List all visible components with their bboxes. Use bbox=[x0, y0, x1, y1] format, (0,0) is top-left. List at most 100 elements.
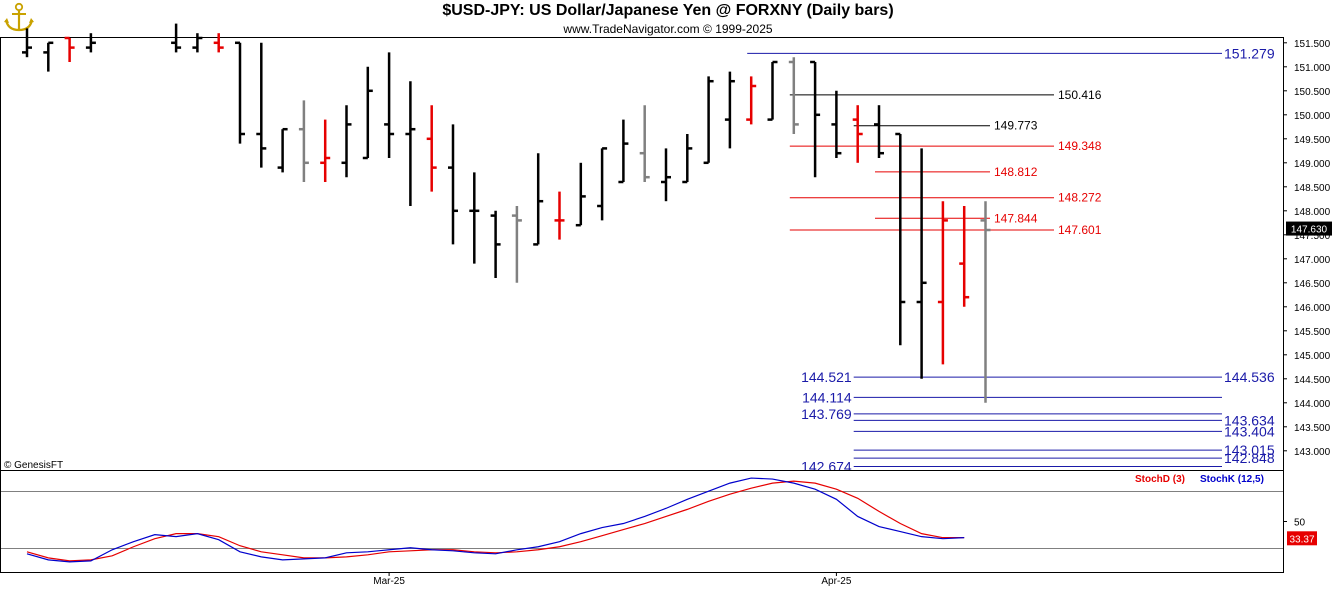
level-label: 142.848 bbox=[1224, 450, 1275, 466]
ohlc-bar bbox=[661, 148, 671, 202]
level-label: 144.536 bbox=[1224, 369, 1275, 385]
anchor-logo-icon bbox=[4, 2, 34, 32]
price-tick-label: 143.000 bbox=[1294, 447, 1331, 458]
level-label-left: 144.114 bbox=[802, 389, 852, 405]
chart-subtitle: www.TradeNavigator.com © 1999-2025 bbox=[563, 22, 773, 36]
ohlc-bar bbox=[341, 105, 352, 178]
stoch-tick-label: 50 bbox=[1294, 518, 1306, 529]
stoch-lines bbox=[26, 477, 965, 563]
ohlc-bar bbox=[85, 33, 96, 53]
price-tick-label: 146.000 bbox=[1294, 303, 1331, 314]
stochk-line bbox=[26, 477, 965, 563]
ohlc-bar bbox=[831, 90, 842, 158]
stoch-panel-frame bbox=[0, 470, 1284, 573]
stoch-y-axis: 50 bbox=[1283, 518, 1306, 529]
stoch-last-marker: 33.37 bbox=[1287, 531, 1317, 546]
ohlc-bar bbox=[746, 76, 757, 125]
ohlc-bar bbox=[426, 105, 437, 192]
price-tick-label: 151.000 bbox=[1294, 63, 1331, 74]
price-panel-frame bbox=[0, 37, 1284, 471]
ohlc-bar bbox=[511, 206, 522, 283]
date-tick-label: Apr-25 bbox=[821, 576, 851, 587]
ohlc-bar bbox=[362, 66, 373, 160]
level-label: 149.773 bbox=[994, 119, 1038, 133]
ohlc-bar bbox=[703, 76, 714, 165]
ohlc-bar bbox=[405, 81, 416, 206]
ohlc-bar bbox=[916, 148, 927, 379]
price-tick-label: 145.000 bbox=[1294, 351, 1331, 362]
watermark: © GenesisFT bbox=[4, 460, 63, 471]
level-label: 143.634 bbox=[1224, 412, 1275, 428]
last-price-marker: 147.630 bbox=[1286, 221, 1332, 236]
level-label: 150.416 bbox=[1058, 88, 1102, 102]
level-label-left: 143.769 bbox=[801, 406, 852, 422]
ohlc-bar bbox=[852, 105, 863, 163]
ohlc-bar bbox=[810, 60, 821, 178]
level-label: 147.601 bbox=[1058, 223, 1102, 237]
ohlc-bar bbox=[490, 210, 501, 278]
date-tick-label: Mar-25 bbox=[373, 576, 405, 587]
ohlc-bar bbox=[533, 153, 544, 246]
ohlc-bar bbox=[682, 134, 693, 184]
ohlc-bar bbox=[895, 132, 906, 346]
level-label: 143.404 bbox=[1224, 423, 1275, 439]
price-y-axis: 151.500 151.000 150.500 150.000 149.500 149.0… bbox=[1283, 39, 1331, 458]
ohlc-bar bbox=[469, 172, 480, 264]
ohlc-bar bbox=[171, 23, 182, 53]
ohlc-bar bbox=[554, 191, 565, 240]
price-tick-label: 148.000 bbox=[1294, 207, 1331, 218]
price-tick-label: 151.500 bbox=[1294, 39, 1331, 50]
chart-title: $USD-JPY: US Dollar/Japanese Yen @ FORXN… bbox=[442, 2, 894, 19]
level-label: 147.844 bbox=[994, 211, 1038, 225]
ohlc-bar bbox=[937, 201, 948, 365]
price-tick-label: 147.000 bbox=[1294, 255, 1331, 266]
stochd-legend: StochD (3) bbox=[1135, 474, 1185, 485]
ohlc-bar bbox=[256, 42, 267, 168]
level-label-left: 144.521 bbox=[801, 369, 852, 385]
ohlc-bar bbox=[384, 52, 395, 158]
price-tick-label: 150.500 bbox=[1294, 87, 1331, 98]
ohlc-bar bbox=[298, 100, 309, 182]
ohlc-bar bbox=[639, 105, 650, 182]
level-label: 151.279 bbox=[1224, 45, 1275, 61]
ohlc-bar bbox=[618, 119, 629, 184]
level-label: 149.348 bbox=[1058, 139, 1102, 153]
date-x-axis: Mar-25 Apr-25 bbox=[373, 572, 852, 587]
level-label: 148.812 bbox=[994, 165, 1038, 179]
stochk-legend: StochK (12,5) bbox=[1200, 474, 1264, 485]
ohlc-bar bbox=[980, 201, 991, 403]
price-bars bbox=[22, 23, 991, 403]
price-tick-label: 144.500 bbox=[1294, 375, 1331, 386]
price-tick-label: 145.500 bbox=[1294, 327, 1331, 338]
ohlc-bar bbox=[277, 127, 288, 173]
stoch-last-label: 33.37 bbox=[1289, 534, 1314, 545]
ohlc-bar bbox=[320, 119, 331, 182]
stoch-panel: StochD (3) StochK (12,5) 50 33.37 bbox=[0, 470, 1317, 573]
price-tick-label: 144.000 bbox=[1294, 399, 1331, 410]
chart-header: $USD-JPY: US Dollar/Japanese Yen @ FORXN… bbox=[0, 0, 1336, 37]
ohlc-bar bbox=[43, 41, 54, 72]
price-tick-label: 146.500 bbox=[1294, 279, 1331, 290]
ohlc-bar bbox=[767, 60, 778, 121]
last-price-label: 147.630 bbox=[1291, 225, 1328, 236]
ohlc-bar bbox=[959, 206, 970, 307]
ohlc-bar bbox=[874, 105, 884, 158]
ohlc-bar bbox=[597, 147, 608, 221]
ohlc-bar bbox=[724, 71, 735, 149]
ohlc-bar bbox=[448, 124, 458, 245]
price-tick-label: 150.000 bbox=[1294, 111, 1331, 122]
price-tick-label: 143.500 bbox=[1294, 423, 1331, 434]
stoch-last-box bbox=[1287, 531, 1317, 546]
ohlc-bar bbox=[235, 41, 245, 144]
ohlc-bar bbox=[192, 33, 203, 53]
price-tick-label: 147.500 bbox=[1294, 231, 1331, 242]
level-label: 143.015 bbox=[1224, 442, 1275, 458]
level-label: 148.272 bbox=[1058, 191, 1102, 205]
price-tick-label: 149.500 bbox=[1294, 135, 1331, 146]
ohlc-bar bbox=[22, 28, 32, 58]
price-tick-label: 148.500 bbox=[1294, 183, 1331, 194]
ohlc-bar bbox=[575, 162, 586, 227]
ohlc-bar bbox=[64, 36, 75, 62]
price-panel: 151.500 151.000 150.500 150.000 149.500 149.0… bbox=[0, 23, 1332, 474]
